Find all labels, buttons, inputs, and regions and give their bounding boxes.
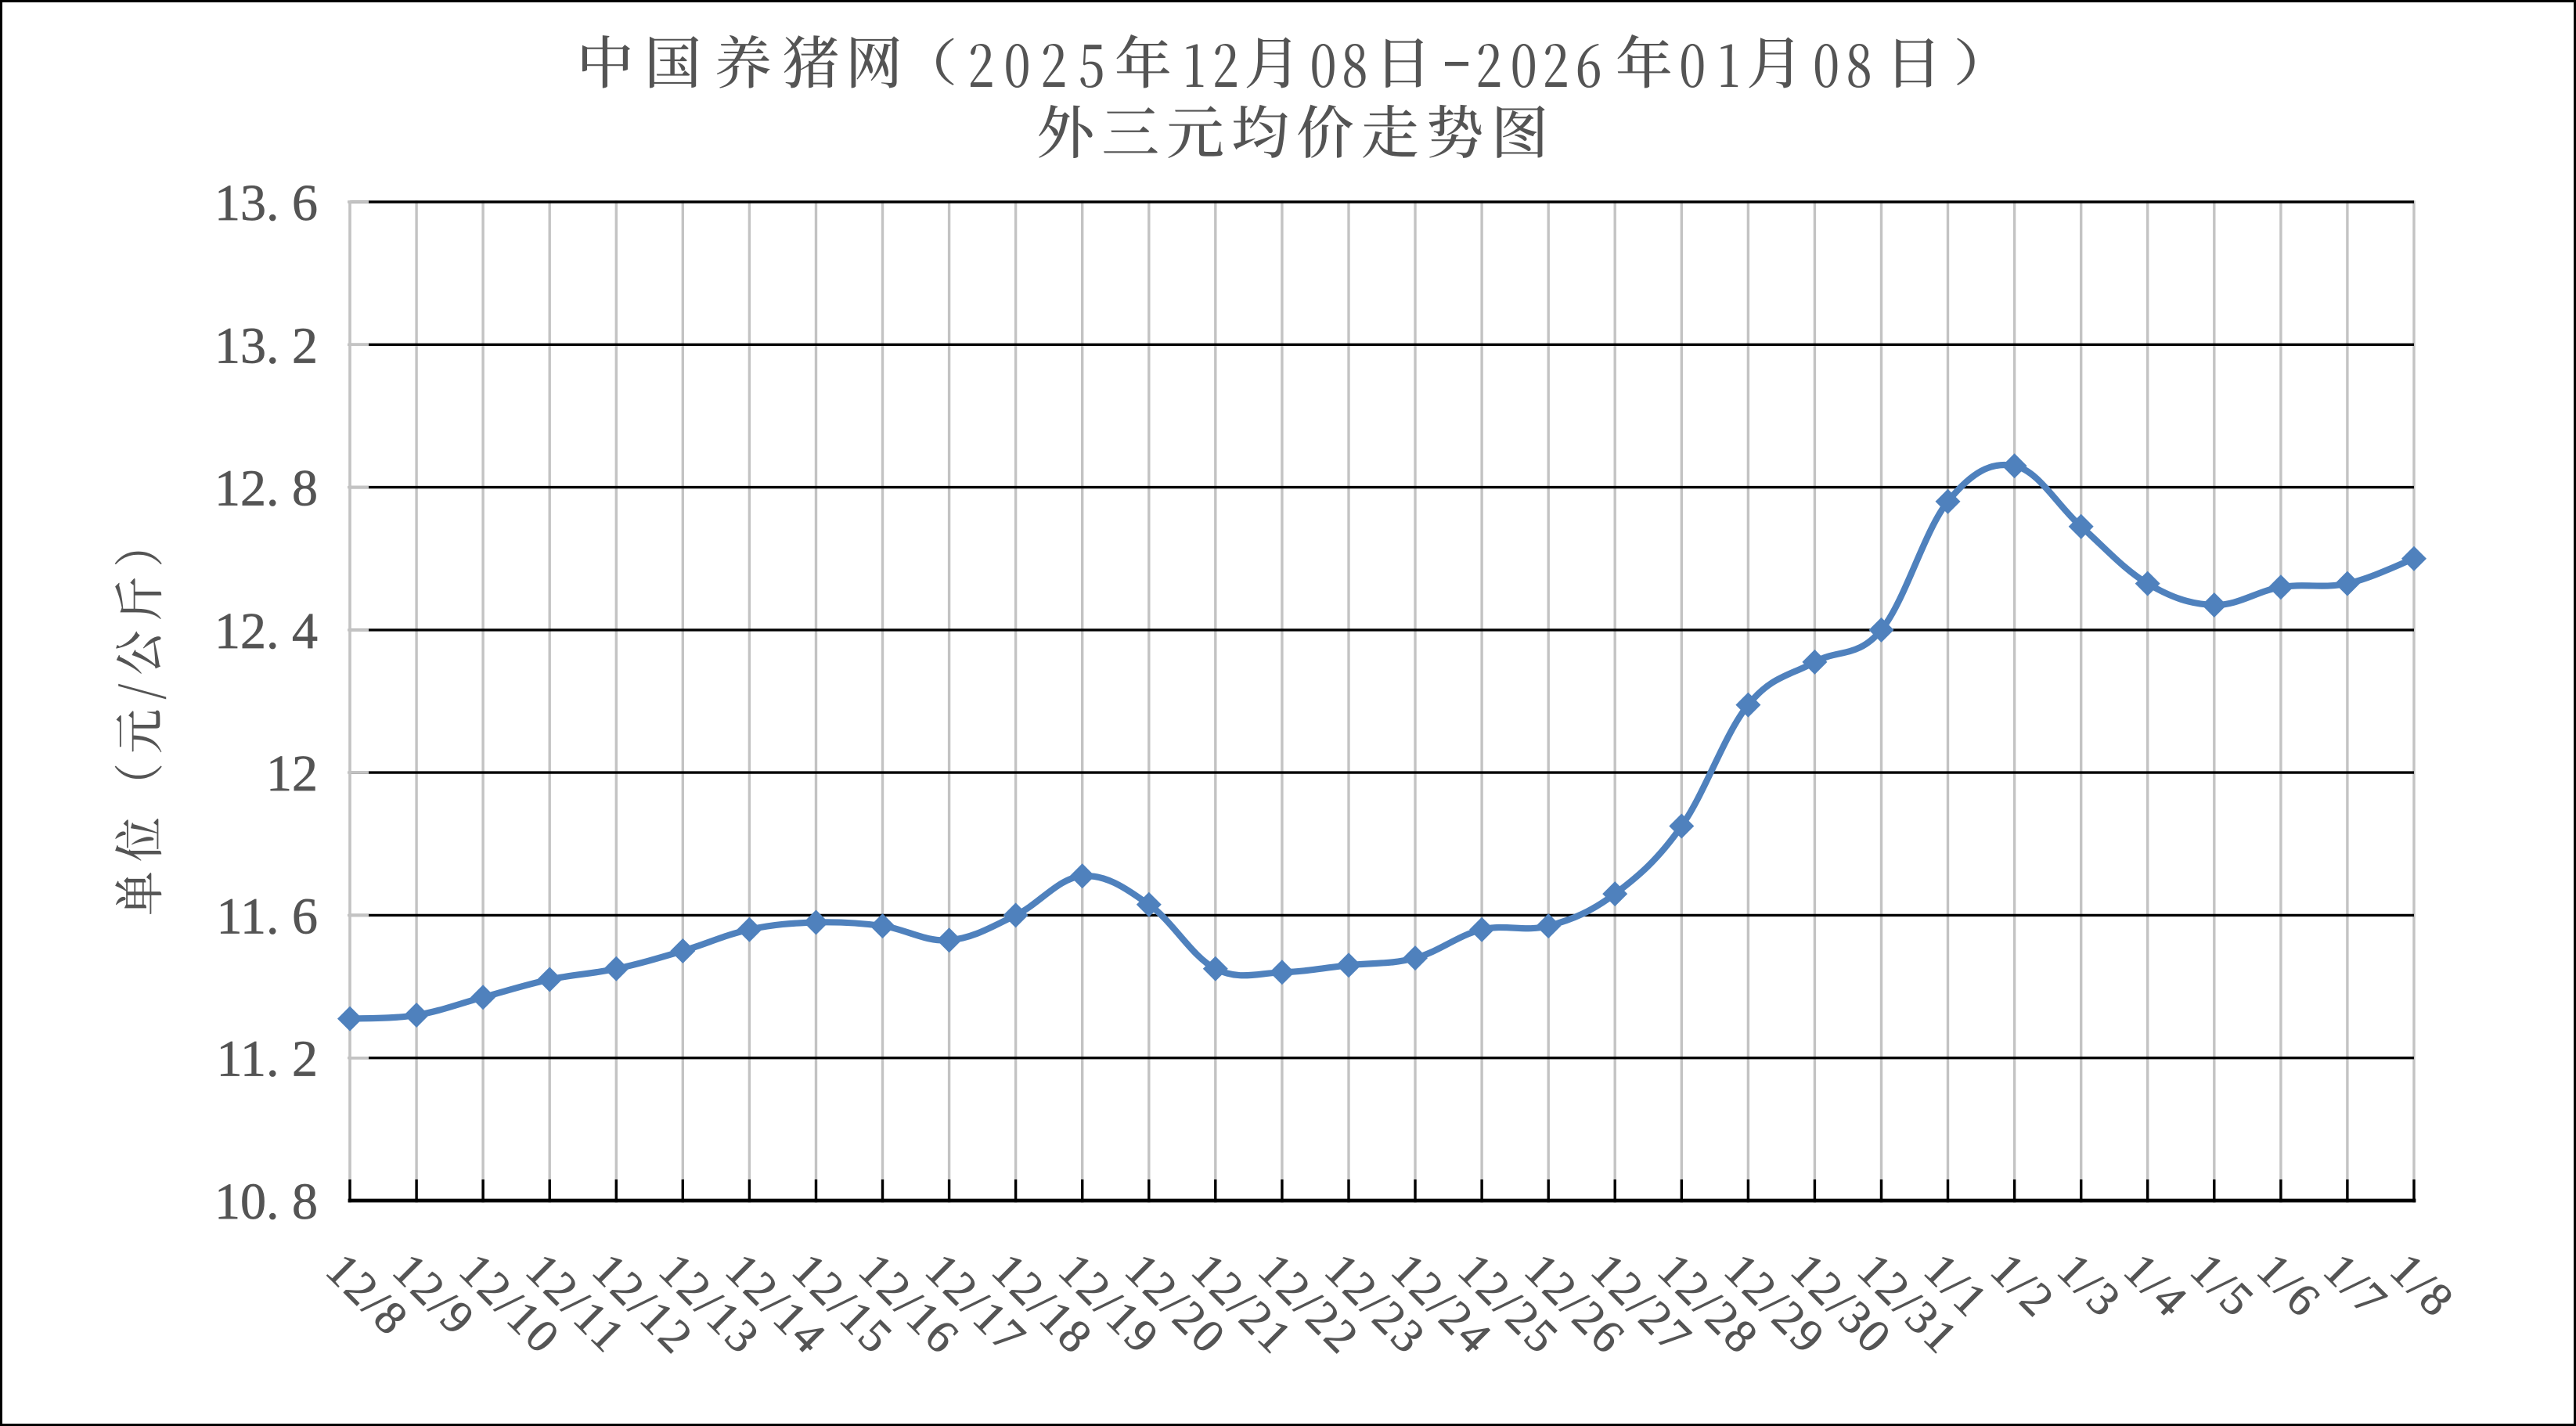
svg-text:13. 6: 13. 6 [214, 175, 318, 232]
svg-text:13. 2: 13. 2 [214, 317, 318, 374]
svg-text:12. 4: 12. 4 [214, 603, 318, 660]
svg-text:11. 6: 11. 6 [216, 888, 318, 945]
svg-text:10. 8: 10. 8 [214, 1173, 318, 1230]
svg-text:12. 8: 12. 8 [214, 460, 318, 517]
svg-text:11. 2: 11. 2 [216, 1031, 318, 1088]
svg-text:12: 12 [266, 745, 318, 802]
